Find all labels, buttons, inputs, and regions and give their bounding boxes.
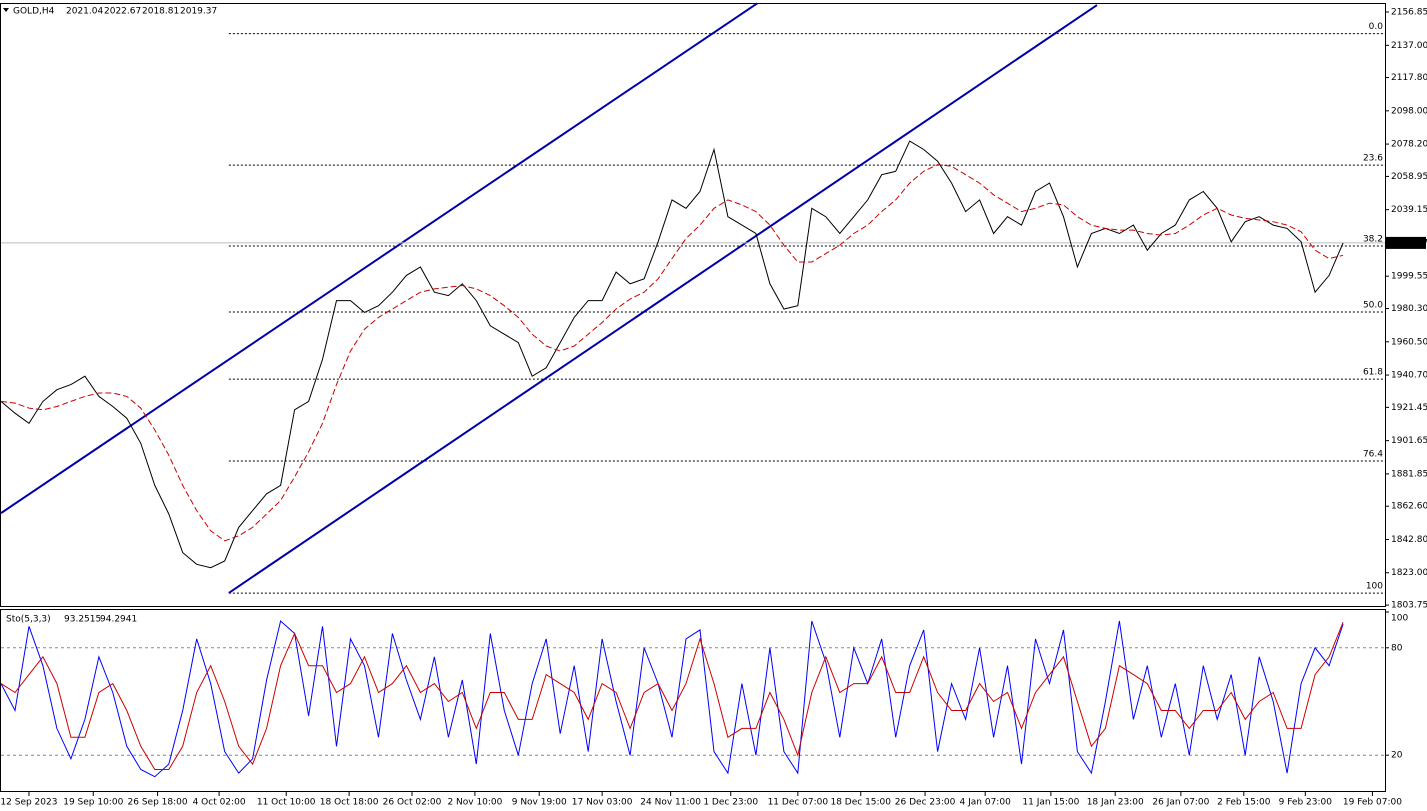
ohlc-value: 2019.37 <box>180 7 217 17</box>
current-price-box <box>1386 236 1426 249</box>
y-tick-label: 2156.85 <box>1391 7 1427 17</box>
y-tick-label: 20 <box>1391 751 1403 761</box>
x-tick-label: 2 Feb 15:00 <box>1217 798 1271 808</box>
y-tick-label: 1921.45 <box>1391 403 1427 413</box>
series-line <box>0 164 1344 542</box>
y-tick-label: 1901.65 <box>1391 436 1427 446</box>
fib-label: 100 <box>1366 582 1383 592</box>
x-tick-label: 24 Nov 11:00 <box>640 798 701 808</box>
x-tick-label: 26 Dec 23:00 <box>895 798 956 808</box>
x-tick-label: 11 Oct 10:00 <box>257 798 316 808</box>
indicator-frame <box>0 609 1386 792</box>
x-tick-label: 26 Oct 02:00 <box>383 798 442 808</box>
current-price-label: 2019.37 <box>1391 238 1427 248</box>
y-tick-label: 100 <box>1391 614 1408 624</box>
y-tick-label: 1999.55 <box>1391 272 1427 282</box>
x-tick-label: 4 Jan 07:00 <box>960 798 1012 808</box>
y-tick-label: 1940.70 <box>1391 371 1427 381</box>
x-tick-label: 18 Oct 18:00 <box>320 798 379 808</box>
y-tick-label: 2117.80 <box>1391 73 1427 83</box>
x-tick-label: 26 Sep 18:00 <box>128 798 188 808</box>
y-tick-label: 2137.00 <box>1391 41 1427 51</box>
fib-label: 50.0 <box>1363 301 1383 311</box>
ohlc-value: 2022.67 <box>104 7 141 17</box>
indicator-value: 93.2515 <box>64 615 101 625</box>
x-tick-label: 11 Jan 15:00 <box>1022 798 1079 808</box>
x-tick-label: 18 Jan 23:00 <box>1087 798 1144 808</box>
x-tick-label: 1 Dec 23:00 <box>703 798 758 808</box>
x-tick-label: 18 Dec 15:00 <box>830 798 891 808</box>
ohlc-value: 2018.81 <box>142 7 179 17</box>
x-tick-label: 12 Sep 2023 <box>0 798 57 808</box>
x-tick-label: 19 Feb 07:00 <box>1343 798 1402 808</box>
y-tick-label: 2098.00 <box>1391 106 1427 116</box>
y-tick-label: 1960.50 <box>1391 337 1427 347</box>
x-tick-label: 19 Sep 10:00 <box>63 798 123 808</box>
symbol-title: GOLD,H4 <box>13 7 55 17</box>
channel-line <box>0 2 758 514</box>
ohlc-value: 2021.04 <box>66 7 103 17</box>
indicator-title: Sto(5,3,3) <box>6 615 51 625</box>
y-tick-label: 1980.30 <box>1391 304 1427 314</box>
x-tick-label: 9 Nov 19:00 <box>512 798 567 808</box>
y-tick-label: 1862.60 <box>1391 502 1427 512</box>
y-tick-label: 80 <box>1391 643 1403 653</box>
fib-label: 38.2 <box>1363 235 1383 245</box>
series-line <box>0 620 1344 778</box>
menu-arrow <box>3 8 9 12</box>
y-tick-label: 1803.75 <box>1391 601 1427 611</box>
fib-label: 76.4 <box>1363 450 1383 460</box>
x-tick-label: 11 Dec 07:00 <box>768 798 829 808</box>
y-tick-label: 2078.20 <box>1391 140 1427 150</box>
x-tick-label: 26 Jan 07:00 <box>1152 798 1209 808</box>
x-tick-label: 4 Oct 02:00 <box>193 798 246 808</box>
series-line <box>0 622 1344 770</box>
x-tick-label: 9 Feb 23:00 <box>1279 798 1333 808</box>
fib-label: 61.8 <box>1363 368 1383 378</box>
y-tick-label: 1823.00 <box>1391 568 1427 578</box>
indicator-value: 94.2941 <box>100 615 137 625</box>
fib-label: 23.6 <box>1363 154 1383 164</box>
main-frame <box>0 3 1386 607</box>
y-tick-label: 2039.15 <box>1391 205 1427 215</box>
channel-line <box>228 4 1098 594</box>
fib-label: 0.0 <box>1369 22 1384 32</box>
y-tick-label: 1842.80 <box>1391 535 1427 545</box>
x-tick-label: 2 Nov 10:00 <box>447 798 502 808</box>
y-tick-label: 2058.95 <box>1391 172 1427 182</box>
y-tick-label: 1881.85 <box>1391 469 1427 479</box>
x-tick-label: 17 Nov 03:00 <box>572 798 633 808</box>
series-line <box>0 140 1344 569</box>
